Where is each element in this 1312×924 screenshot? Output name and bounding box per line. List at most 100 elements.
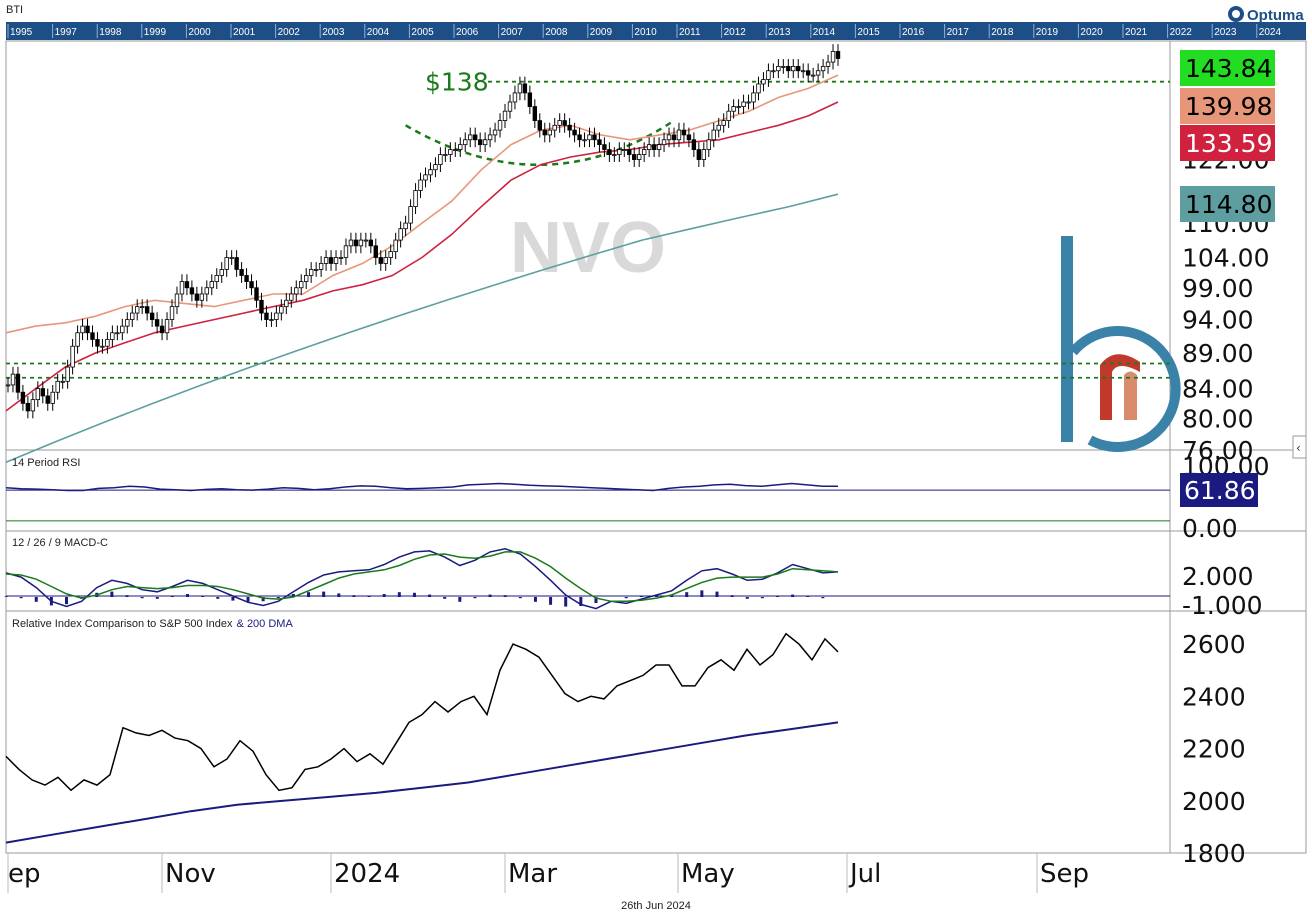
candle-body: [398, 228, 403, 241]
candle-body: [75, 332, 80, 347]
timeline-year-label: 2021: [1125, 27, 1148, 38]
price-candle: [542, 122, 547, 143]
price-value-box: 133.59: [1180, 125, 1275, 161]
macd-histogram-bar: [639, 596, 643, 597]
timeline-year-label: 2001: [233, 27, 256, 38]
price-candle: [179, 274, 185, 302]
price-candle: [507, 94, 513, 119]
candle-body: [25, 402, 31, 412]
timeline-year-label: 2005: [411, 27, 434, 38]
candle-body: [438, 154, 443, 166]
price-candle: [627, 142, 632, 162]
price-tick-label: 104.00: [1182, 244, 1269, 273]
price-candle: [458, 137, 463, 157]
price-candle: [55, 373, 60, 400]
macd-histogram-bar: [473, 597, 477, 599]
macd-histogram-bar: [291, 594, 295, 597]
price-candle: [328, 250, 334, 271]
relative-tick-label: 2200: [1182, 735, 1246, 764]
macd-histogram-bar: [488, 594, 492, 597]
candle-body: [681, 129, 687, 136]
price-candle: [408, 199, 413, 231]
candle-body: [622, 149, 627, 151]
macd-histogram-bar: [382, 594, 386, 597]
relative-tick-label: 2000: [1182, 787, 1246, 816]
candle-body: [517, 83, 523, 94]
candle-body: [308, 269, 314, 276]
price-candle: [721, 113, 726, 133]
candle-body: [453, 149, 458, 151]
price-candle: [184, 274, 190, 296]
timeline-year-label: 2024: [1259, 27, 1282, 38]
price-candle: [244, 268, 249, 289]
macd-histogram-bar: [443, 597, 447, 599]
price-candle: [711, 122, 716, 148]
price-candle: [453, 142, 458, 157]
price-candle: [701, 142, 707, 167]
ticker-label: BTI: [6, 4, 23, 16]
price-candle: [10, 366, 16, 393]
price-candle: [234, 250, 239, 277]
price-candle: [771, 63, 776, 79]
candle-body: [443, 154, 448, 156]
timeline-year-label: 2006: [456, 27, 479, 38]
price-candle: [125, 312, 130, 334]
price-candle: [502, 103, 508, 128]
candle-body: [547, 129, 552, 136]
candle-body: [671, 134, 677, 141]
candle-body: [786, 65, 791, 72]
price-candle: [169, 299, 175, 327]
side-panel-toggle[interactable]: ‹: [1292, 435, 1307, 459]
candle-body: [20, 391, 26, 404]
price-candle: [562, 113, 567, 133]
macd-histogram-bar: [730, 595, 734, 597]
price-candle: [318, 256, 324, 277]
price-candle: [100, 338, 105, 354]
candle-body: [378, 257, 383, 264]
price-candle: [810, 67, 816, 83]
candle-body: [641, 149, 647, 155]
x-axis-month-label: Jul: [848, 859, 881, 889]
date-footer: 26th Jun 2024: [621, 900, 691, 912]
candle-body: [55, 380, 60, 393]
price-candle: [274, 305, 279, 327]
price-candle: [90, 325, 95, 347]
timeline-years: 1995 1997 1998 1999 2000 2001 2002 2003 2004 2005…: [7, 24, 1282, 38]
candle-body: [403, 222, 408, 230]
price-candle: [115, 325, 120, 341]
macd-histogram-bar: [125, 595, 129, 597]
candle-body: [269, 319, 274, 321]
price-candle: [75, 325, 80, 354]
price-candle: [686, 127, 692, 148]
candle-body: [661, 139, 667, 146]
macd-histogram-bar: [186, 594, 190, 597]
x-axis-month-label: 2024: [334, 859, 400, 889]
price-candle: [259, 292, 264, 321]
price-candle: [776, 59, 781, 79]
macd-histogram-bar: [231, 597, 235, 601]
price-candle: [423, 167, 428, 188]
macd-histogram-bar: [4, 596, 8, 597]
candle-body: [477, 139, 483, 146]
price-candle: [602, 137, 607, 157]
candle-body: [60, 380, 65, 383]
candle-body: [373, 245, 378, 258]
candle-body: [418, 179, 423, 191]
price-candle: [363, 232, 369, 248]
timeline-year-label: 2004: [367, 27, 390, 38]
timeline-year-label: 2014: [813, 27, 836, 38]
price-candle: [403, 215, 408, 237]
price-candle: [214, 268, 219, 289]
price-candle: [388, 244, 393, 265]
price-candle: [781, 59, 786, 74]
timeline-bar[interactable]: [6, 22, 1306, 40]
x-axis-month-label: Nov: [165, 859, 216, 889]
timeline-year-label: 2009: [590, 27, 613, 38]
price-candle: [622, 142, 627, 157]
candle-body: [65, 366, 70, 382]
candle-body: [189, 287, 195, 295]
price-candle: [492, 122, 498, 143]
price-candle: [368, 232, 374, 254]
relative-line: [5, 721, 839, 844]
price-candle: [592, 127, 597, 148]
